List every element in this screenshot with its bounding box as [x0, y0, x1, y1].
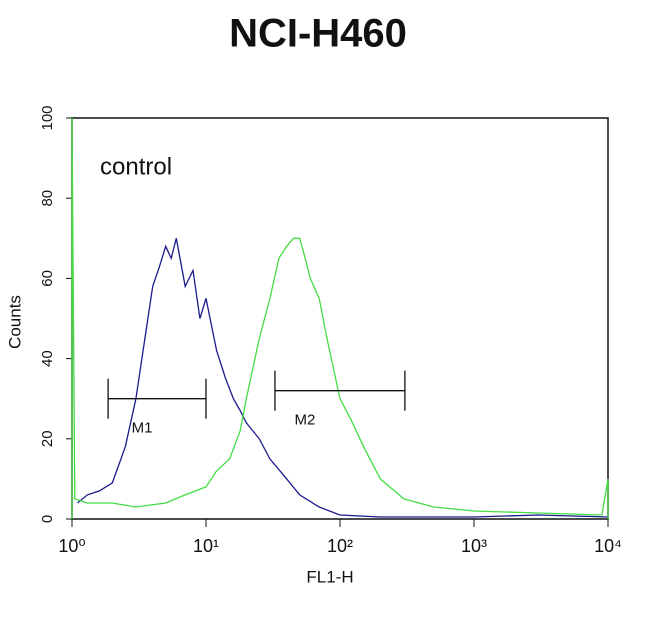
x-tick-label: 10⁴: [594, 536, 622, 556]
annotation: control: [100, 153, 172, 180]
x-tick-label: 10¹: [193, 536, 219, 556]
x-tick-label: 10³: [461, 536, 487, 556]
x-tick-label: 10⁰: [58, 536, 85, 556]
y-tick-label: 40: [39, 350, 56, 367]
y-tick-label: 20: [39, 430, 56, 447]
x-tick-label: 10²: [327, 536, 353, 556]
y-tick-label: 80: [39, 190, 56, 207]
y-tick-label: 0: [39, 515, 56, 523]
chart-title: NCI-H460: [229, 12, 407, 56]
histogram-line: [71, 117, 609, 519]
x-axis-label: FL1-H: [306, 567, 353, 586]
y-tick-label: 60: [39, 270, 56, 287]
y-axis-label: Counts: [5, 295, 24, 349]
y-tick-label: 100: [39, 105, 56, 130]
histogram-line: [77, 238, 609, 518]
marker-label: M1: [132, 420, 153, 437]
marker-label: M2: [295, 412, 316, 429]
